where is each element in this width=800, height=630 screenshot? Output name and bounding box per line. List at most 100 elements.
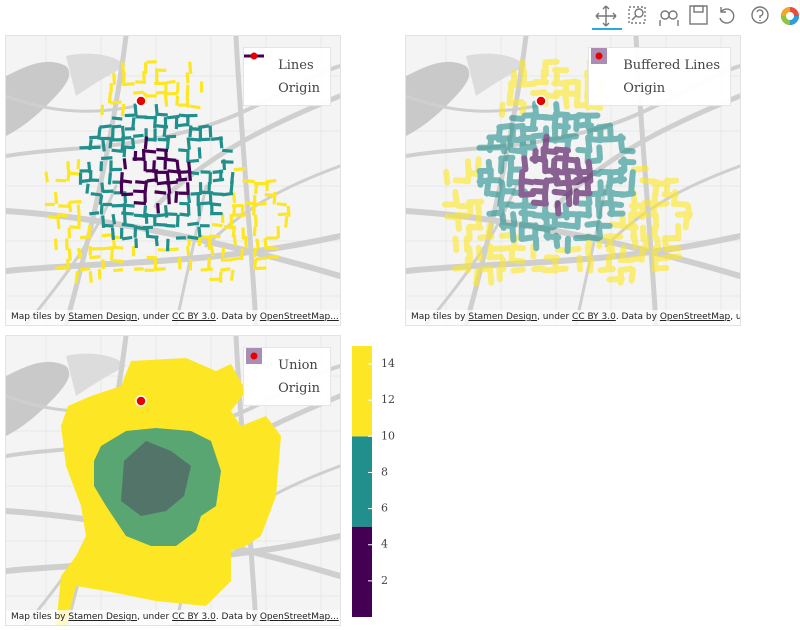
line-segment [197, 226, 202, 238]
buffered-segment [605, 254, 613, 273]
buffered-segment [584, 69, 591, 87]
line-segment [53, 238, 58, 251]
legend-glyph [250, 352, 272, 397]
line-segment [99, 204, 104, 215]
network-lines [44, 60, 291, 284]
line-segment [174, 191, 179, 203]
buffered-segment [532, 178, 548, 186]
buffered-segment [682, 213, 690, 231]
buffered-segment [619, 147, 636, 155]
buffered-segment [540, 67, 548, 84]
help-tool[interactable] [751, 6, 769, 24]
line-segment [67, 227, 72, 239]
line-segment [111, 148, 123, 153]
line-segment [186, 137, 191, 150]
buffered-segment [487, 268, 495, 286]
line-segment [229, 180, 234, 193]
line-segment [187, 235, 199, 240]
line-segment [69, 200, 82, 204]
buffered-segment [466, 199, 474, 216]
line-segment [133, 201, 147, 206]
origin-marker [535, 95, 547, 107]
line-segment [198, 124, 210, 129]
line-segment [111, 213, 117, 225]
line-segment [219, 136, 224, 149]
line-segment [165, 170, 170, 184]
line-segment [96, 127, 102, 140]
line-segment [154, 171, 159, 183]
line-segment [66, 169, 71, 182]
line-segment [163, 94, 169, 107]
wheel-zoom-tool[interactable] [659, 10, 679, 26]
attribution: Map tiles by Stamen Design, under CC BY … [6, 310, 340, 325]
line-segment [185, 95, 190, 108]
line-segment [110, 227, 116, 241]
buffered-segment [595, 201, 603, 220]
attribution-link: CC BY 3.0 [172, 612, 216, 622]
save-tool[interactable] [689, 5, 708, 25]
origin-marker [135, 395, 147, 407]
legend-glyph [250, 52, 272, 97]
glyph-dot [595, 52, 603, 60]
line-segment [286, 205, 291, 217]
buffered-segment [529, 114, 537, 131]
line-segment [252, 258, 258, 270]
line-segment [200, 267, 213, 272]
legend-label: Origin [278, 381, 320, 396]
line-segment [109, 249, 114, 261]
line-segment [231, 256, 242, 261]
attribution-text: , under [137, 312, 173, 322]
line-segment [189, 104, 201, 110]
line-segment [67, 248, 72, 261]
map-panel: Buffered Lines Origin Map tiles by Stamen … [405, 35, 741, 326]
line-segment [155, 222, 168, 227]
reset-tool[interactable] [719, 7, 735, 24]
buffered-segment [485, 222, 493, 239]
pan-tool[interactable] [595, 5, 617, 27]
box-zoom-tool[interactable] [628, 6, 646, 24]
colorbar-tick-label: 10 [381, 429, 395, 442]
line-segment [107, 92, 112, 104]
line-segment [79, 235, 92, 240]
line-segment [112, 258, 124, 263]
line-segment [74, 271, 80, 284]
buffered-segment [619, 244, 627, 261]
buffered-segment [574, 79, 582, 97]
line-segment [122, 147, 127, 158]
buffered-segment [518, 191, 537, 198]
line-segment [120, 139, 125, 152]
attribution-text: , under [537, 312, 573, 322]
bokeh-logo[interactable] [781, 7, 799, 25]
line-segment [101, 156, 113, 161]
line-segment [88, 271, 93, 283]
line-segment [284, 216, 289, 228]
colorbar-tick-label: 8 [381, 465, 388, 478]
attribution-text: , under [730, 312, 740, 322]
line-segment [121, 71, 126, 84]
line-segment [221, 191, 234, 197]
line-segment [120, 62, 126, 74]
map [6, 336, 340, 625]
buffered-segment [572, 188, 580, 206]
line-segment [242, 178, 255, 184]
buffered-segment [510, 211, 518, 228]
line-segment [177, 257, 182, 270]
attribution-text: Map tiles by [11, 312, 69, 322]
buffered-segment [486, 209, 502, 217]
line-segment [119, 172, 124, 183]
buffered-segment [584, 243, 592, 260]
colorbar: 2 4 6 8 10 12 14 [352, 346, 395, 617]
buffered-segment [652, 179, 660, 197]
legend-item: Origin [250, 352, 320, 400]
line-segment [54, 265, 66, 271]
union-area [94, 428, 221, 546]
buffered-segment [498, 201, 505, 218]
line-segment [110, 100, 122, 105]
line-segment [67, 201, 73, 213]
line-segment [121, 192, 134, 197]
line-segment [120, 125, 126, 138]
glyph-dot [250, 352, 258, 360]
buffered-lines [441, 58, 693, 287]
line-segment [212, 177, 225, 183]
line-segment [112, 245, 124, 250]
